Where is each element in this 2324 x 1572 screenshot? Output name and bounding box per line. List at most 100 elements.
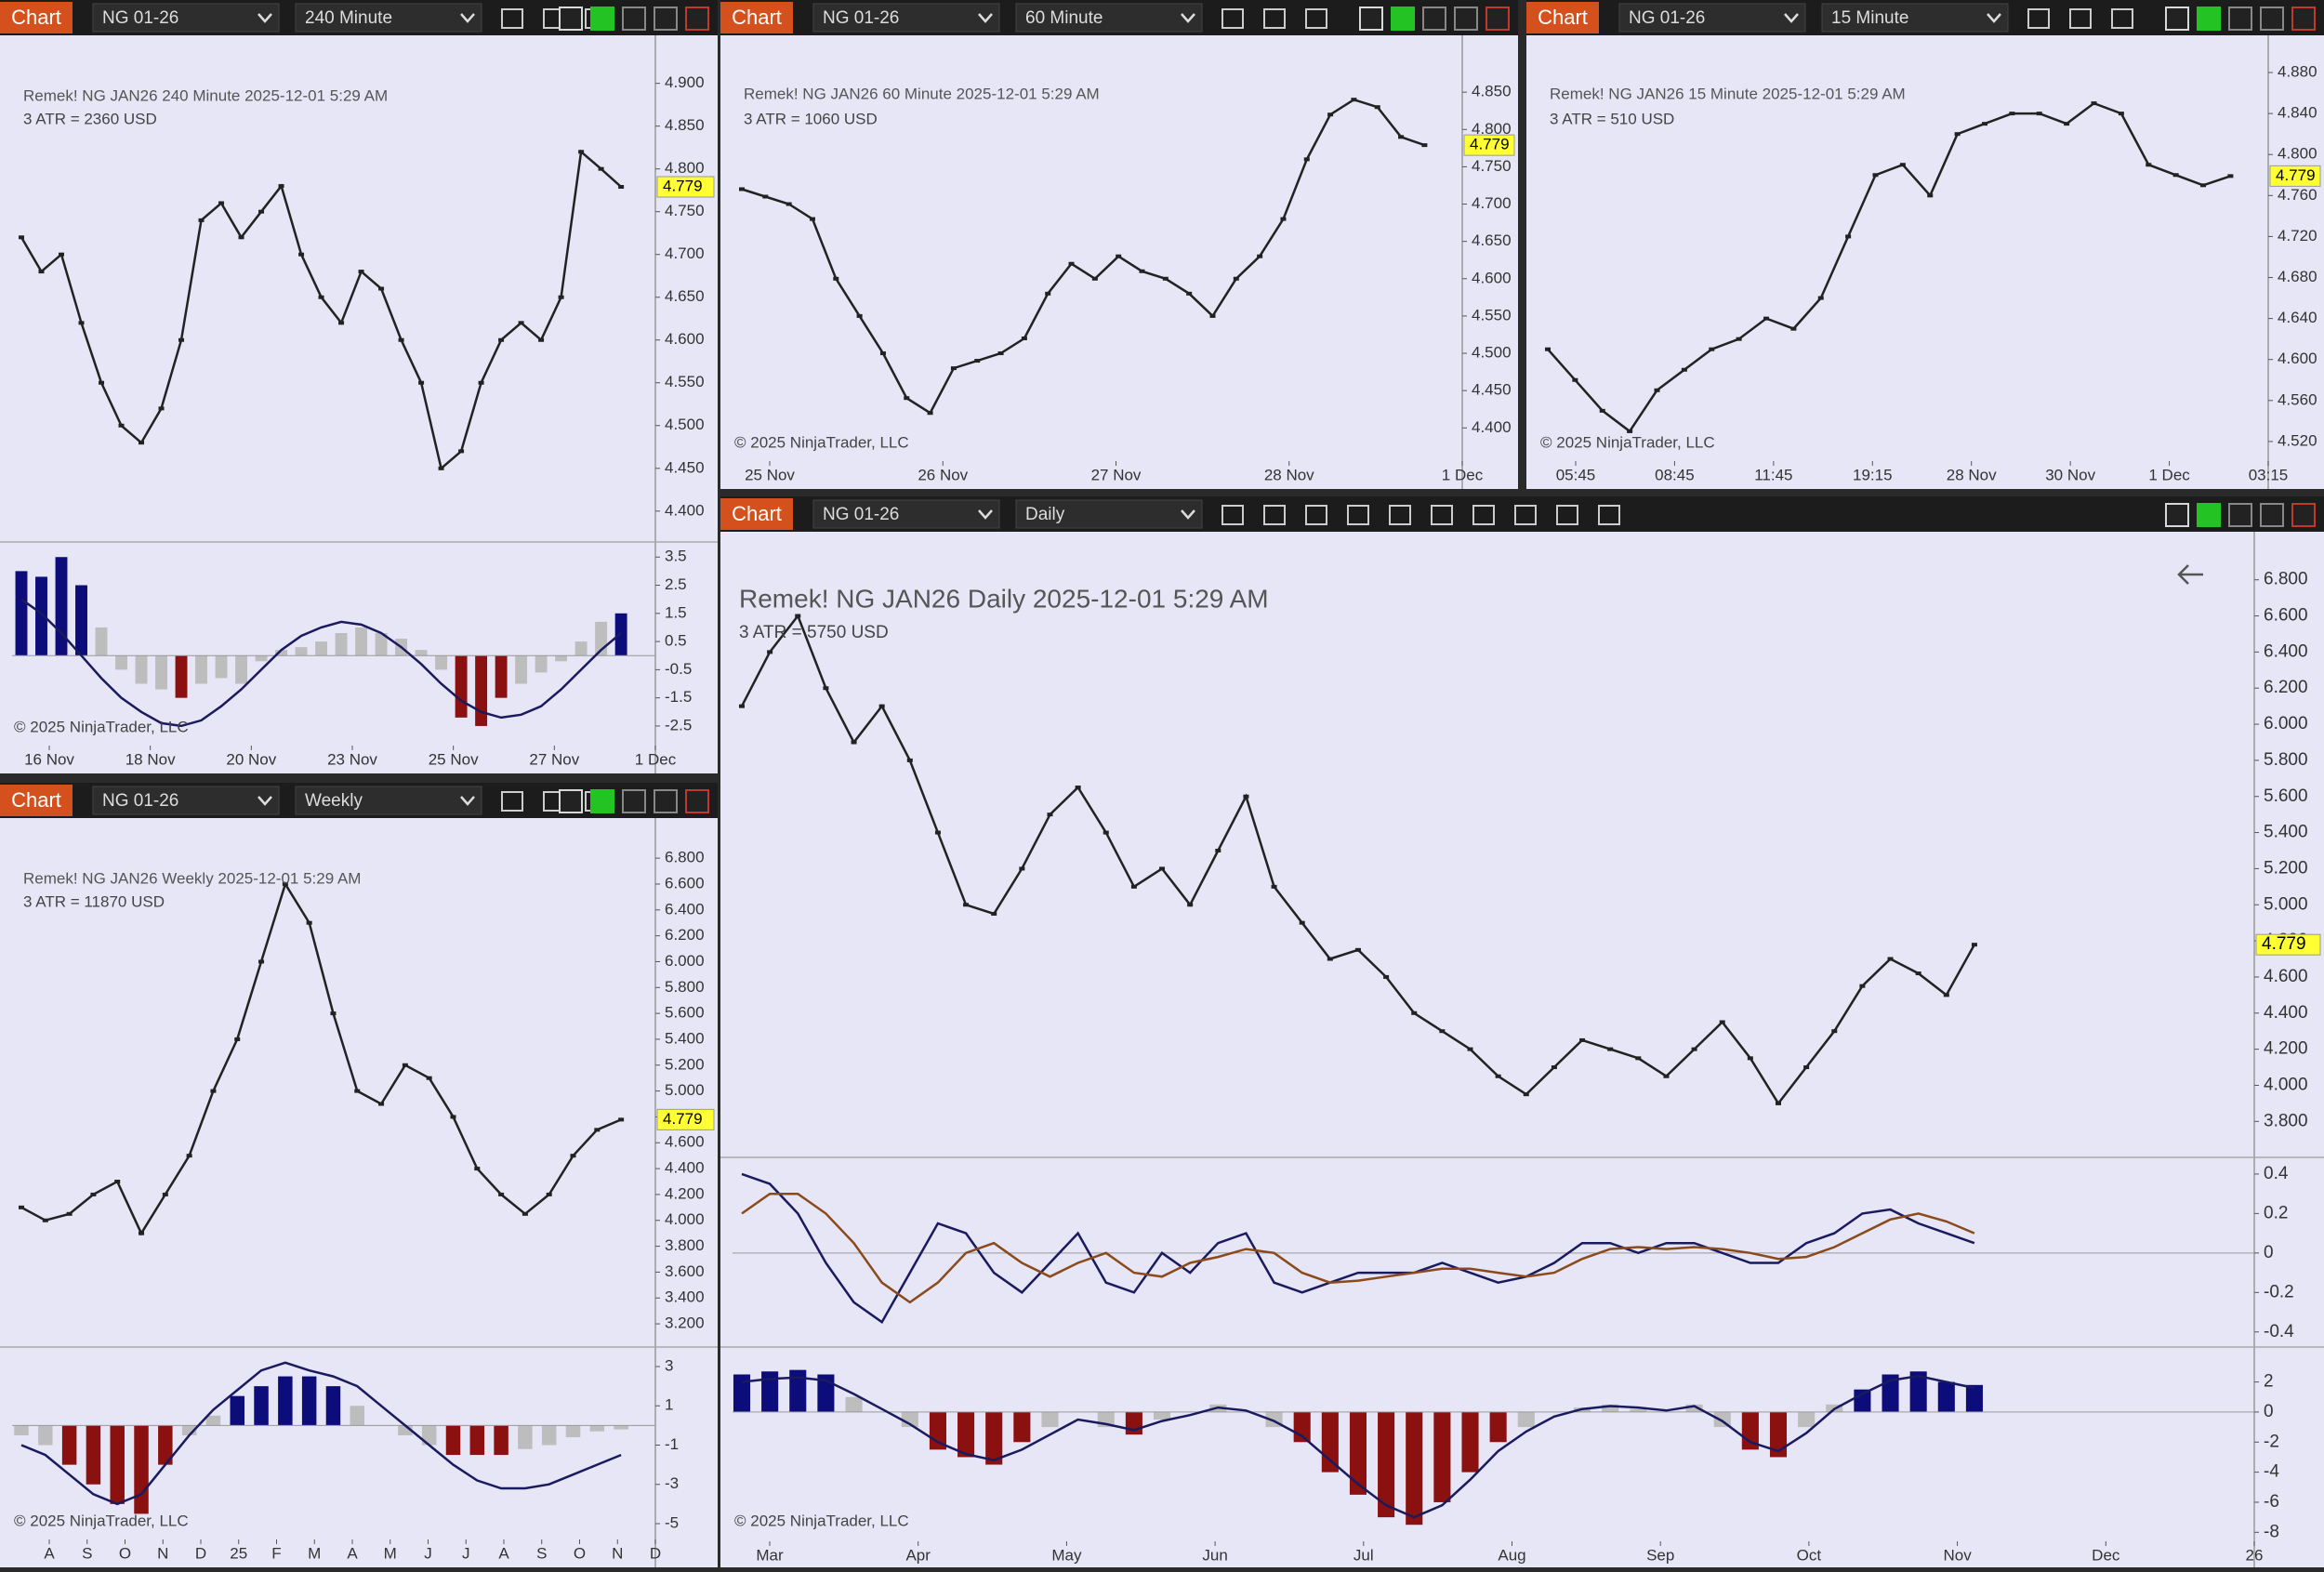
window-button[interactable] [2165, 7, 2189, 31]
y-tick-label: 6.400 [665, 900, 705, 918]
y-tick-label: -1.5 [665, 688, 692, 706]
window-button[interactable] [2260, 7, 2284, 31]
window-button[interactable] [654, 7, 678, 31]
window-button[interactable] [1422, 7, 1446, 31]
y-tick-label: 4.850 [665, 116, 705, 134]
toolbar-icon[interactable] [2027, 8, 2050, 29]
instrument-label: NG 01-26 [823, 505, 899, 524]
window-button[interactable] [2165, 503, 2189, 527]
toolbar-icon[interactable] [1221, 8, 1244, 29]
instrument-dropdown[interactable] [812, 499, 1000, 529]
toolbar-icon[interactable] [1431, 505, 1453, 525]
window-button[interactable] [622, 789, 646, 813]
window-button[interactable] [2291, 503, 2316, 527]
toolbar-icon[interactable] [1347, 505, 1369, 525]
chart-tab[interactable] [720, 498, 793, 530]
toolbar-icon[interactable] [1263, 8, 1286, 29]
instrument-label: NG 01-26 [823, 8, 899, 28]
toolbar-icon[interactable] [1514, 505, 1537, 525]
window-button[interactable] [2197, 503, 2221, 527]
histogram-bar [789, 1369, 807, 1412]
toolbar-icon[interactable] [501, 791, 523, 812]
toolbar-icon[interactable] [1389, 505, 1411, 525]
y-tick-label: 1 [665, 1396, 673, 1414]
x-tick-label: D [195, 1544, 206, 1562]
x-tick-label: S [536, 1544, 547, 1562]
toolbar-icon[interactable] [1598, 505, 1620, 525]
window-button[interactable] [1391, 7, 1415, 31]
window-button[interactable] [2228, 7, 2252, 31]
x-tick-label: 1 Dec [635, 750, 677, 768]
window-button[interactable] [2291, 7, 2316, 31]
price-bar [1599, 408, 1605, 413]
toolbar-icon[interactable] [1305, 505, 1327, 525]
window-button[interactable] [685, 789, 709, 813]
price-bar [934, 830, 941, 835]
y-tick-label: 0 [2264, 1243, 2274, 1262]
window-button[interactable] [685, 7, 709, 31]
y-tick-label: 6.600 [665, 874, 705, 892]
price-bar [1280, 217, 1287, 221]
window-button[interactable] [1359, 7, 1383, 31]
histogram-bar [315, 641, 328, 656]
histogram-bar [110, 1425, 125, 1504]
chart-tab[interactable] [0, 2, 73, 33]
price-bar [1709, 347, 1715, 351]
y-tick-label: 4.650 [665, 287, 705, 305]
price-bar [1691, 1047, 1697, 1051]
histogram-bar [1882, 1374, 1899, 1412]
window-button[interactable] [559, 7, 583, 31]
window-button[interactable] [622, 7, 646, 31]
toolbar-icon[interactable] [1221, 505, 1244, 525]
chart-tab[interactable] [0, 785, 73, 816]
window-button[interactable] [590, 7, 614, 31]
price-bar [2091, 101, 2097, 106]
y-tick-label: 4.800 [665, 159, 705, 177]
y-tick-label: -6 [2264, 1492, 2279, 1512]
window-button[interactable] [590, 789, 614, 813]
toolbar-icon[interactable] [2069, 8, 2092, 29]
window-button[interactable] [559, 789, 583, 813]
chart-tab[interactable] [720, 2, 793, 33]
y-tick-label: 0.5 [665, 632, 687, 650]
chart-tab[interactable] [1526, 2, 1599, 33]
toolbar-icon[interactable] [1556, 505, 1578, 525]
instrument-dropdown[interactable] [812, 3, 1000, 33]
window-button[interactable] [1454, 7, 1478, 31]
toolbar-icon[interactable] [1305, 8, 1327, 29]
y-tick-label: 5.600 [2264, 786, 2308, 806]
y-tick-label: -5 [665, 1513, 679, 1531]
window-button[interactable] [654, 789, 678, 813]
instrument-dropdown[interactable] [1618, 3, 1806, 33]
dropdown-arrow [1784, 13, 1799, 23]
window-button[interactable] [2228, 503, 2252, 527]
histogram-bar [375, 633, 388, 656]
toolbar-icon[interactable] [2111, 8, 2133, 29]
histogram-bar [435, 655, 448, 670]
y-tick-label: 4.900 [665, 73, 705, 91]
x-tick-label: Sep [1646, 1546, 1674, 1564]
histogram-bar [455, 655, 468, 718]
price-bar [991, 911, 997, 916]
window-button[interactable] [2197, 7, 2221, 31]
interval-dropdown[interactable] [1015, 499, 1203, 529]
window-button[interactable] [2260, 503, 2284, 527]
instrument-dropdown[interactable] [92, 786, 280, 815]
back-arrow[interactable] [2177, 564, 2203, 585]
toolbar-icon[interactable] [501, 8, 523, 29]
instrument-dropdown[interactable] [92, 3, 280, 33]
histogram-bar [255, 655, 268, 662]
interval-dropdown[interactable] [295, 786, 482, 815]
x-tick-label: 25 Nov [429, 750, 479, 768]
price-bar [118, 423, 125, 428]
interval-dropdown[interactable] [295, 3, 482, 33]
histogram-bar [733, 1374, 751, 1412]
dropdown-arrow [257, 13, 272, 23]
window-button[interactable] [1486, 7, 1510, 31]
toolbar-icon[interactable] [1472, 505, 1495, 525]
interval-dropdown[interactable] [1821, 3, 2009, 33]
toolbar-icon[interactable] [1263, 505, 1286, 525]
interval-dropdown[interactable] [1015, 3, 1203, 33]
price-bar [1467, 1047, 1473, 1051]
price-bar [1817, 296, 1824, 300]
